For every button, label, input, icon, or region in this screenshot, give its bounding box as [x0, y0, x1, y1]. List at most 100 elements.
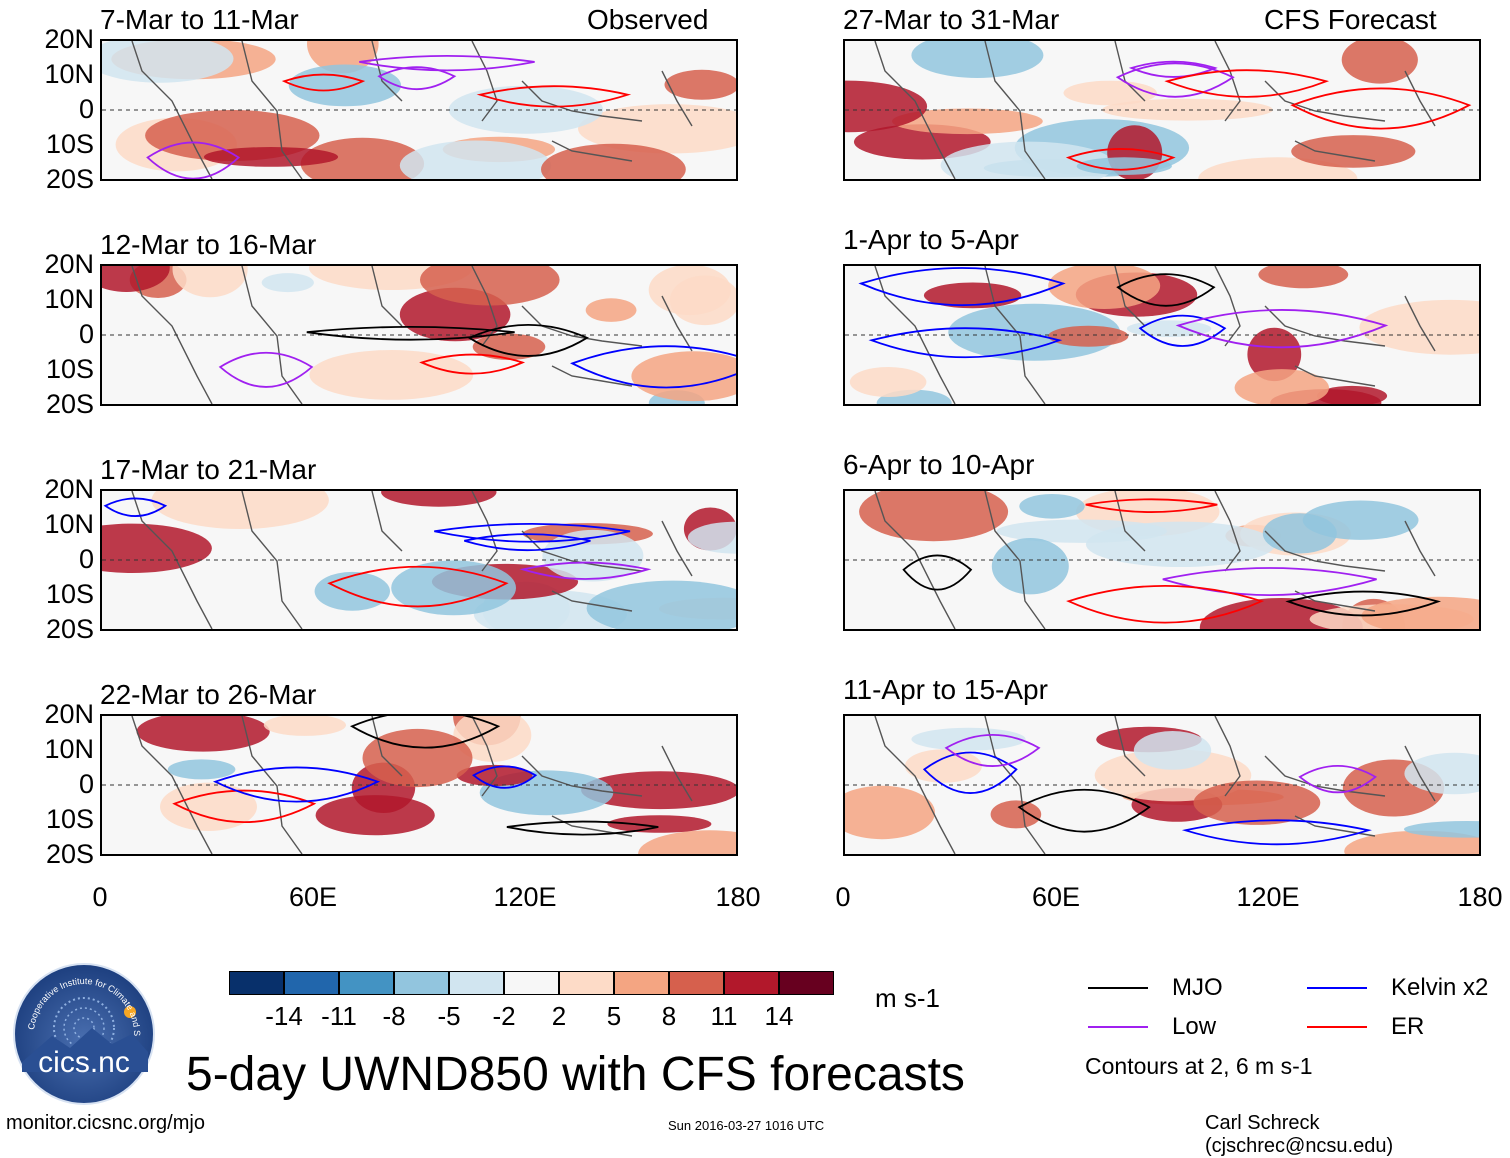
- anomaly-shading: [399, 140, 552, 179]
- panel-title-obs-3: 17-Mar to 21-Mar: [100, 454, 317, 485]
- coastline: [241, 266, 303, 404]
- wave-contour: [281, 73, 366, 92]
- map-panel-obs-3: [100, 489, 738, 631]
- footer-url[interactable]: monitor.cicsnc.org/mjo: [6, 1112, 205, 1134]
- lon-label-180-left: 180: [715, 882, 761, 912]
- anomaly-shading: [102, 523, 212, 573]
- coastline: [1214, 491, 1241, 572]
- anomaly-shading: [631, 351, 736, 402]
- lat-label: 10S: [45, 804, 94, 834]
- colorbar-swatch: [614, 971, 669, 995]
- anomaly-shading: [1193, 780, 1321, 825]
- coastline: [1404, 745, 1436, 802]
- anomaly-shading: [300, 137, 425, 179]
- coastline: [241, 491, 303, 629]
- lat-label: 0: [78, 319, 94, 349]
- wave-contour: [1115, 62, 1235, 98]
- anomaly-shading: [453, 716, 532, 762]
- coastline: [1114, 716, 1146, 777]
- anomaly-shading: [1361, 596, 1479, 629]
- wave-contour: [1128, 60, 1218, 78]
- coastline: [984, 491, 1046, 629]
- wave-contour: [472, 765, 538, 789]
- coastline: [371, 41, 403, 102]
- wave-contour: [146, 141, 241, 179]
- anomaly-shading: [136, 716, 270, 752]
- anomaly-shading: [1076, 157, 1172, 175]
- anomaly-shading: [381, 491, 497, 507]
- footer-timestamp: Sun 2016-03-27 1016 UTC: [668, 1118, 825, 1133]
- wave-contour: [1285, 590, 1441, 617]
- map-panel-obs-1: [100, 39, 738, 181]
- anomaly-shading: [940, 141, 1116, 179]
- anomaly-shading: [581, 771, 736, 810]
- coastline: [661, 520, 693, 577]
- anomaly-shading: [1048, 266, 1161, 309]
- map-panel-fcst-2: [843, 264, 1481, 406]
- colorbar-swatch: [779, 971, 834, 995]
- anomaly-shading: [420, 266, 560, 306]
- lon-label-60e-right: 60E: [1031, 882, 1081, 912]
- anomaly-shading: [1258, 266, 1349, 289]
- coastline: [1264, 530, 1386, 572]
- coastline: [521, 530, 643, 572]
- anomaly-shading: [948, 303, 1121, 361]
- anomaly-shading: [687, 521, 736, 554]
- anomaly-shading: [607, 815, 712, 833]
- lat-label: 20N: [44, 249, 94, 279]
- coastline: [521, 80, 643, 122]
- coastline: [371, 491, 403, 552]
- lat-label: 20N: [44, 699, 94, 729]
- wave-contour: [902, 554, 973, 591]
- lon-label-120e-right: 120E: [1236, 882, 1300, 912]
- anomaly-shading: [845, 785, 935, 840]
- legend-label-low: Low: [1172, 1013, 1217, 1040]
- panel-title-fcst-4: 11-Apr to 15-Apr: [843, 674, 1048, 705]
- anomaly-shading: [1133, 731, 1212, 770]
- coastline: [984, 41, 1046, 179]
- wave-contour: [1298, 765, 1377, 794]
- colorbar-label: 5: [606, 1001, 622, 1031]
- lat-label: 10N: [44, 284, 94, 314]
- coastline: [984, 716, 1046, 854]
- wave-contour: [1138, 314, 1227, 347]
- panel-title-fcst-3: 6-Apr to 10-Apr: [843, 449, 1035, 480]
- anomaly-shading: [263, 716, 346, 736]
- panel-title-obs-1: 7-Mar to 11-Mar: [100, 4, 299, 35]
- colorbar-label: -8: [382, 1001, 406, 1031]
- coastline: [371, 716, 403, 777]
- map-field: [845, 41, 1479, 179]
- anomaly-shading: [1048, 325, 1129, 347]
- wave-contour: [327, 565, 509, 608]
- panel-title-obs-4: 22-Mar to 26-Mar: [100, 679, 317, 710]
- colorbar-label: 8: [661, 1001, 677, 1031]
- observed-label: Observed: [587, 4, 709, 35]
- colorbar-label: -14: [265, 1001, 303, 1031]
- wave-contour: [1116, 273, 1216, 307]
- colorbar-swatch: [229, 971, 284, 995]
- anomaly-shading: [1291, 135, 1416, 168]
- lat-label: 20S: [45, 389, 94, 419]
- lat-label: 0: [78, 769, 94, 799]
- map-field: [102, 41, 736, 179]
- anomaly-shading: [151, 491, 329, 529]
- anomaly-shading: [1341, 41, 1418, 84]
- wave-contour: [1017, 788, 1151, 833]
- coastline: [1214, 41, 1241, 122]
- anomaly-shading: [1247, 327, 1302, 382]
- map-panel-obs-4: [100, 714, 738, 856]
- coastline: [874, 716, 956, 854]
- anomaly-shading: [585, 298, 637, 322]
- wave-contour: [359, 54, 535, 72]
- wave-contour: [306, 325, 515, 341]
- coastline: [131, 41, 213, 179]
- lat-label: 10S: [45, 579, 94, 609]
- anomaly-shading: [172, 266, 248, 298]
- wave-contour: [1181, 819, 1372, 846]
- anomaly-shading: [1019, 494, 1085, 519]
- legend-label-er: ER: [1391, 1013, 1425, 1040]
- wave-contour: [1065, 148, 1176, 171]
- wave-contour: [1164, 69, 1330, 98]
- map-panel-fcst-1: [843, 39, 1481, 181]
- anomaly-shading: [911, 41, 1044, 78]
